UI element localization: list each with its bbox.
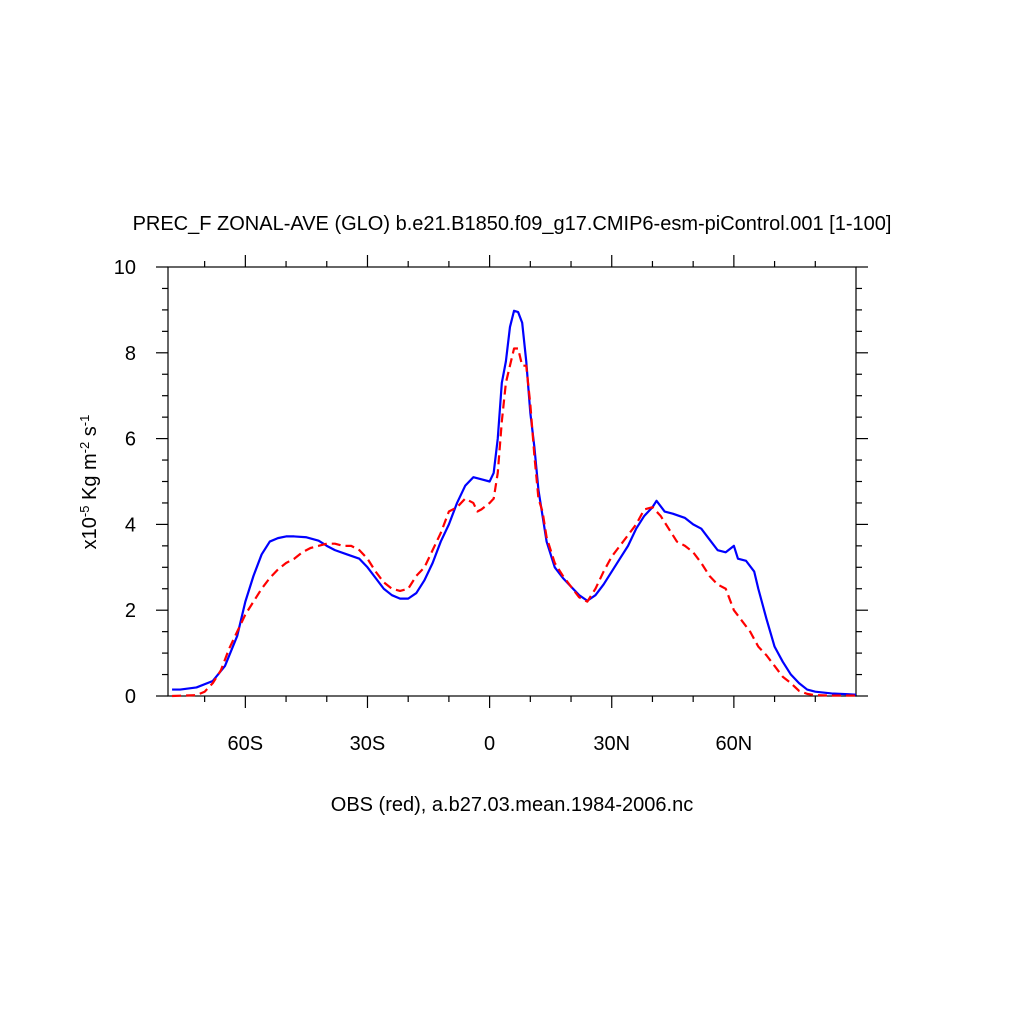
- y-tick-label: 4: [125, 514, 136, 536]
- y-axis-label-part: s: [79, 426, 101, 442]
- y-axis-label: x10-5 Kg m-2 s-1: [77, 415, 102, 550]
- y-tick-label: 2: [125, 600, 136, 622]
- x-tick-label: 30N: [593, 733, 630, 755]
- x-tick-label: 30S: [350, 733, 386, 755]
- y-axis-label-part: -1: [77, 415, 92, 427]
- y-tick-label: 8: [125, 343, 136, 365]
- plot-frame: [167, 266, 857, 697]
- x-tick-label: 60N: [716, 733, 753, 755]
- y-axis-label-part: -2: [77, 442, 92, 454]
- y-tick-label: 10: [114, 257, 136, 279]
- x-axis-label: OBS (red), a.b27.03.mean.1984-2006.nc: [331, 794, 693, 816]
- y-axis-label-part: Kg m: [79, 453, 101, 505]
- y-tick-label: 6: [125, 429, 136, 451]
- y-axis-label-part: -5: [77, 506, 92, 518]
- series-line: [172, 309, 857, 696]
- y-tick-label: 0: [125, 686, 136, 708]
- chart-title: PREC_F ZONAL-AVE (GLO) b.e21.B1850.f09_g…: [133, 213, 892, 235]
- series-line: [172, 347, 856, 698]
- x-tick-label: 0: [484, 733, 495, 755]
- y-axis-label-part: x10: [79, 517, 101, 549]
- x-tick-label: 60S: [228, 733, 264, 755]
